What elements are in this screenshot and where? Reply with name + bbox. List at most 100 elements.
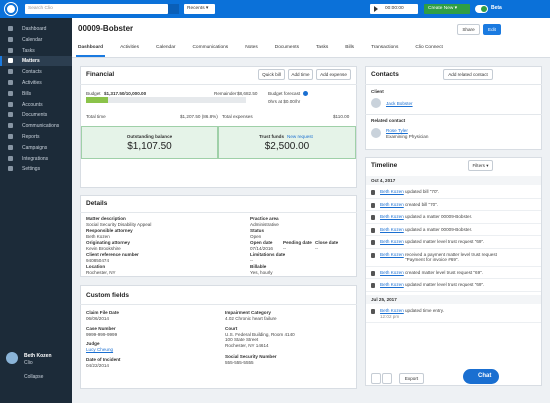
recents[interactable]: Recents ▾ [184, 4, 215, 14]
divider [366, 210, 541, 211]
divider [366, 197, 541, 199]
financial-button[interactable]: Add time [288, 69, 313, 80]
tab[interactable]: Documents [274, 45, 299, 50]
filters-button[interactable]: Filters ▾ [468, 160, 493, 171]
budget-label: Budget [86, 91, 101, 96]
nav-item[interactable]: Bills [22, 90, 32, 97]
financial-button[interactable]: Add expense [316, 69, 351, 80]
collapse[interactable]: Collapse [24, 374, 44, 380]
chat-button[interactable]: Chat [463, 369, 499, 384]
nav-item[interactable]: Dashboard [22, 26, 47, 32]
user-name[interactable]: Beth Kozen [24, 353, 52, 359]
nav-item[interactable]: Campaigns [22, 144, 48, 151]
field-label: Pending date [283, 240, 312, 245]
timeline-icon [371, 252, 375, 258]
timeline-actor[interactable]: Beth Kozen [380, 251, 404, 257]
tab[interactable]: Tasks [316, 45, 329, 50]
edit-button[interactable]: Edit [483, 24, 501, 35]
details-panel [80, 195, 357, 277]
info-icon[interactable] [303, 91, 308, 96]
nav-item[interactable]: Activities [22, 80, 42, 86]
total-expenses-value: $110.00 [333, 114, 350, 119]
logo[interactable] [5, 3, 17, 15]
field-label: Location [86, 264, 106, 269]
timeline-text: updated time entry. [405, 307, 444, 313]
timeline-actor[interactable]: Beth Kozen [380, 189, 404, 194]
tab[interactable]: Communications [192, 45, 229, 50]
field-value[interactable]: Lucy Cheung [86, 346, 114, 352]
search-button[interactable] [168, 4, 179, 14]
nav-item[interactable]: Calendar [22, 36, 43, 43]
divider [366, 290, 541, 292]
timeline-actor[interactable]: Beth Kozen [380, 282, 404, 287]
timeline-actor[interactable]: Beth Kozen [380, 269, 404, 275]
divider [366, 265, 541, 267]
timeline-date: Jul 25, 2017 [371, 296, 397, 302]
client-label: Client [371, 89, 384, 94]
timeline-panel [365, 157, 542, 386]
timeline-actor[interactable]: Beth Kozen [380, 214, 404, 219]
timeline-actor[interactable]: Beth Kozen [380, 226, 404, 232]
nav-item[interactable]: Reports [22, 134, 40, 140]
timeline-text: updated a matter 00009-Bobster. [405, 226, 473, 232]
field-value: 9999-999-9999 [86, 331, 118, 337]
field-value: Yes, hourly [250, 269, 273, 275]
tab[interactable]: Transactions [371, 45, 399, 50]
timeline-actor[interactable]: Beth Kozen [380, 239, 404, 244]
nav-item[interactable]: Communications [22, 123, 60, 130]
budget-track [86, 97, 246, 103]
timeline-icon [371, 202, 375, 208]
field-label: Matter description [86, 216, 126, 221]
nav-item[interactable]: Accounts [22, 101, 43, 108]
search-input[interactable]: Search Clio [25, 4, 168, 14]
timeline-actor[interactable]: Beth Kozen [380, 307, 404, 313]
next-page[interactable] [382, 373, 392, 384]
client-name[interactable]: Jack Bobster [386, 101, 413, 106]
tab[interactable]: Notes [245, 45, 258, 50]
add-related-contact[interactable]: Add related contact [443, 69, 493, 80]
financial-button[interactable]: Quick bill [258, 69, 285, 80]
divider [366, 278, 541, 279]
share-button[interactable]: Share [457, 24, 480, 35]
remainder-label: Remainder [214, 91, 237, 96]
timer[interactable]: 00:00:00 [370, 4, 418, 14]
tab[interactable]: Activities [120, 45, 139, 50]
create-new[interactable]: Create New ▾ [424, 4, 470, 14]
forecast-value: 0hrs at $0.00/hr [268, 99, 301, 104]
timeline-date-bg [366, 176, 541, 185]
timeline-icon [371, 240, 375, 245]
nav-icon [8, 166, 13, 172]
nav-item[interactable]: Integrations [22, 155, 49, 162]
nav-icon [8, 144, 13, 150]
related-name[interactable]: Rose Tyler [386, 128, 408, 133]
timeline-date: Oct 4, 2017 [371, 178, 396, 183]
trust-value: $2,500.00 [264, 141, 310, 152]
nav-item[interactable]: Matters [22, 58, 40, 65]
prev-page[interactable] [371, 373, 381, 384]
timeline-text: updated matter level trust request "69". [405, 282, 485, 287]
field-value: Beth Kozen [86, 233, 110, 239]
nav-item[interactable]: Contacts [22, 69, 42, 76]
timeline-date-bg [366, 294, 541, 304]
field-label: Responsible attorney [86, 228, 133, 233]
field-value: Social Security Disability Appeal [86, 221, 152, 227]
nav-item[interactable]: Settings [22, 166, 41, 173]
tab[interactable]: Dashboard [78, 45, 104, 50]
tab[interactable]: Clio Connect [415, 45, 443, 50]
timeline-text: updated a matter 00009-Bobster. [405, 214, 473, 219]
field-label: Judge [86, 341, 100, 346]
nav-icon [8, 112, 13, 118]
nav-active-bg [0, 56, 72, 67]
custom-fields-panel [80, 285, 357, 389]
nav-item[interactable]: Tasks [22, 47, 35, 54]
export-button[interactable]: Export [399, 373, 424, 384]
timeline-actor[interactable]: Beth Kozen [380, 201, 404, 207]
nav-item[interactable]: Documents [22, 112, 48, 119]
outstanding-label: Outstanding balance [126, 134, 173, 139]
budget-value: $1,317.50/10,000.00 [104, 91, 147, 96]
beta-label: Beta [491, 5, 502, 11]
timeline-icon [371, 283, 375, 288]
tab[interactable]: Bills [345, 45, 355, 50]
trust-new-request[interactable]: New request [287, 134, 313, 139]
tab[interactable]: Calendar [156, 45, 176, 50]
